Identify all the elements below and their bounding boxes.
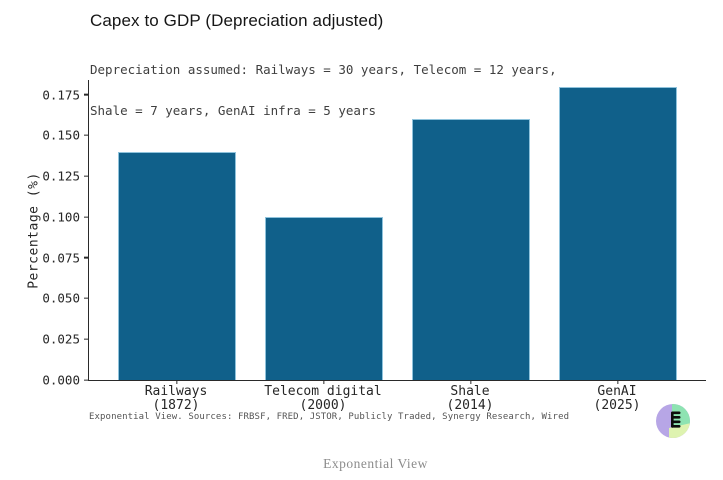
bars-layer (89, 80, 706, 380)
x-tick-mark (176, 380, 178, 384)
exponential-view-logo (656, 404, 690, 438)
bar-genai (559, 86, 677, 380)
y-tick-mark (84, 297, 89, 300)
x-tick-mark (470, 380, 472, 384)
chart-title: Capex to GDP (Depreciation adjusted) (90, 11, 384, 30)
y-tick-mark (84, 216, 89, 218)
y-tick-label-0.075: 0.075 (42, 250, 80, 266)
y-tick-mark (84, 338, 89, 340)
y-tick-label-0.025: 0.025 (42, 331, 80, 347)
plot-area: 0.000 0.025 0.050 0.075 0.100 0.125 0.150 0.175 (42, 80, 706, 388)
x-tick-label-genai: GenAI (2025) (593, 384, 641, 413)
y-tick-mark (84, 379, 89, 381)
source-note: Exponential View. Sources: FRBSF, FRED, … (89, 412, 570, 422)
chart-subtitle-line-2: Shale = 7 years, GenAI infra = 5 years (90, 102, 376, 118)
bar-telecom-digital (265, 216, 383, 380)
footer-caption: Exponential View (323, 456, 428, 471)
y-tick-label-0.100: 0.100 (42, 209, 80, 225)
x-axis-tick-layer (89, 80, 706, 384)
y-tick-mark (84, 134, 89, 137)
y-tick-mark (84, 257, 89, 259)
y-tick-label-0.050: 0.050 (42, 290, 80, 306)
y-tick-label-0.125: 0.125 (42, 168, 80, 184)
y-tick-label-0.175: 0.175 (42, 87, 80, 103)
x-tick-label-telecom-digital: Telecom digital (2000) (264, 384, 382, 413)
x-tick-label-shale: Shale (2014) (446, 384, 494, 413)
exponential-view-logo-icon (656, 404, 690, 438)
y-axis-tick-layer: 0.000 0.025 0.050 0.075 0.100 0.125 0.150 0.175 (42, 80, 706, 388)
bar-shale (412, 119, 530, 380)
y-tick-label-0.000: 0.000 (42, 372, 80, 388)
x-axis-labels: Railways (1872) Telecom digital (2000) Shale… (88, 385, 705, 415)
y-tick-label-0.150: 0.150 (42, 127, 80, 143)
chart-subtitle-line-1: Depreciation assumed: Railways = 30 year… (90, 62, 557, 77)
x-tick-mark (323, 380, 325, 384)
y-axis-label: Percentage (%) (26, 172, 42, 289)
chart-subtitle: Depreciation assumed: Railways = 30 year… (90, 36, 557, 144)
bar-railways (118, 151, 236, 380)
x-tick-label-railways: Railways (1872) (144, 384, 208, 413)
y-tick-mark (84, 94, 89, 96)
y-tick-mark (84, 175, 89, 177)
x-tick-mark (617, 380, 619, 384)
